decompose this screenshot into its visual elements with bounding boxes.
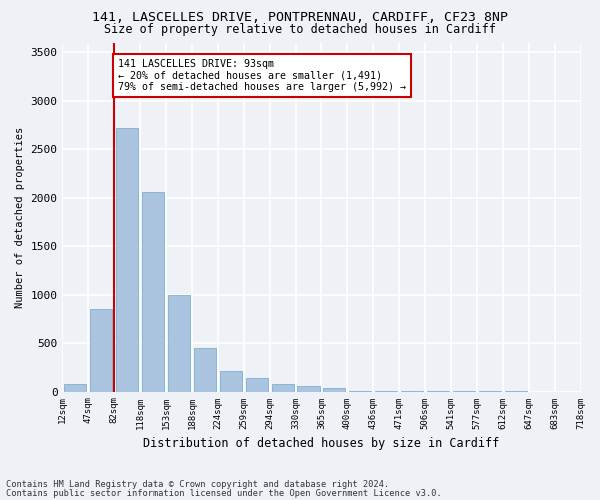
X-axis label: Distribution of detached houses by size in Cardiff: Distribution of detached houses by size … (143, 437, 500, 450)
Bar (298, 386, 320, 392)
Bar (194, 348, 216, 392)
Y-axis label: Number of detached properties: Number of detached properties (15, 126, 25, 308)
Bar (349, 390, 371, 392)
Bar (220, 371, 242, 392)
Bar (142, 192, 164, 392)
Text: Contains public sector information licensed under the Open Government Licence v3: Contains public sector information licen… (6, 489, 442, 498)
Bar (116, 128, 138, 392)
Text: 141 LASCELLES DRIVE: 93sqm
← 20% of detached houses are smaller (1,491)
79% of s: 141 LASCELLES DRIVE: 93sqm ← 20% of deta… (118, 59, 406, 92)
Bar (90, 309, 112, 392)
Bar (168, 294, 190, 392)
Bar (245, 378, 268, 392)
Text: Contains HM Land Registry data © Crown copyright and database right 2024.: Contains HM Land Registry data © Crown c… (6, 480, 389, 489)
Bar (323, 388, 346, 392)
Bar (64, 384, 86, 392)
Text: Size of property relative to detached houses in Cardiff: Size of property relative to detached ho… (104, 22, 496, 36)
Bar (272, 384, 293, 392)
Text: 141, LASCELLES DRIVE, PONTPRENNAU, CARDIFF, CF23 8NP: 141, LASCELLES DRIVE, PONTPRENNAU, CARDI… (92, 11, 508, 24)
